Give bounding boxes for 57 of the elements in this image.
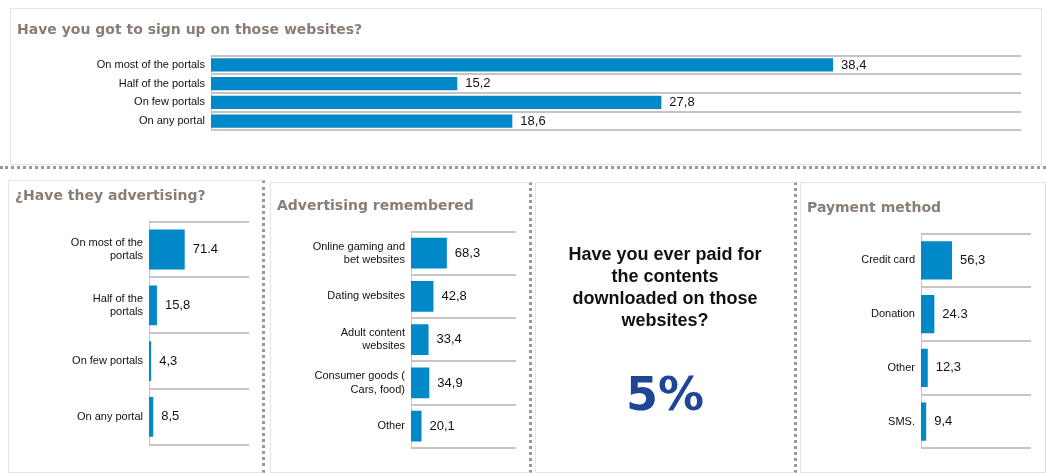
chart-title: Advertising remembered: [277, 197, 475, 213]
data-label: 8,5: [161, 408, 180, 424]
bar: [921, 402, 927, 441]
data-label: 18,6: [520, 112, 546, 128]
y-tick-label: On few portals: [72, 354, 144, 367]
data-label: 34,9: [437, 374, 463, 390]
y-tick-label: Consumer goods ( Cars, food): [314, 369, 406, 395]
bar: [149, 341, 152, 381]
y-tick-label: Donation: [870, 307, 915, 320]
bar: [921, 241, 952, 280]
data-label: 56,3: [959, 252, 986, 268]
data-label: 15,8: [164, 296, 191, 312]
data-label: 9,4: [934, 413, 953, 429]
data-label: 20,1: [429, 417, 455, 433]
y-tick-label: Adult content websites: [340, 326, 406, 352]
y-tick-label: On few portals: [134, 95, 206, 108]
data-label: 4,3: [159, 352, 178, 368]
chart-title: Have you got to sign up on those websites?: [17, 21, 364, 37]
bar: [411, 367, 430, 399]
data-label: 71.4: [192, 241, 219, 257]
y-tick-label: Credit card: [861, 253, 915, 266]
data-label: 38,4: [841, 56, 867, 72]
data-label: 42,8: [441, 288, 467, 304]
y-tick-label: On most of the portals: [96, 57, 206, 70]
bar: [921, 295, 935, 334]
data-label: 68,3: [454, 244, 481, 260]
bar: [411, 410, 422, 442]
y-tick-label: Dating websites: [327, 289, 406, 302]
chart-title: ¿Have they advertising?: [15, 187, 207, 203]
data-label: 27,8: [669, 93, 695, 109]
bar: [149, 397, 154, 437]
y-tick-label: Other: [887, 360, 916, 373]
bar: [149, 285, 157, 326]
bar: [411, 237, 447, 269]
text: 5%: [624, 367, 706, 421]
y-tick-label: On any portal: [76, 409, 143, 422]
data-label: 24.3: [942, 305, 968, 321]
text: Have you ever paid for the contents downloaded on those websites?: [567, 243, 763, 331]
y-tick-label: Half of the portals: [118, 76, 206, 89]
y-tick-label: On most of the portals: [70, 235, 144, 262]
data-label: 33,4: [436, 331, 462, 347]
y-tick-label: Half of the portals: [92, 291, 144, 317]
bar: [149, 229, 185, 270]
y-tick-label: SMS.: [888, 414, 915, 427]
bar: [211, 95, 662, 110]
bar: [921, 348, 928, 387]
data-label: 12,3: [935, 359, 962, 375]
bar: [211, 76, 458, 91]
y-tick-label: Other: [377, 419, 406, 432]
y-tick-label: On any portal: [138, 114, 205, 127]
bar: [411, 324, 429, 356]
bar: [411, 281, 434, 312]
data-label: 15,2: [465, 75, 491, 91]
chart-title: Payment method: [807, 199, 943, 215]
bar: [211, 114, 513, 128]
y-tick-label: Online gaming and bet websites: [312, 239, 406, 265]
bar: [211, 58, 834, 72]
